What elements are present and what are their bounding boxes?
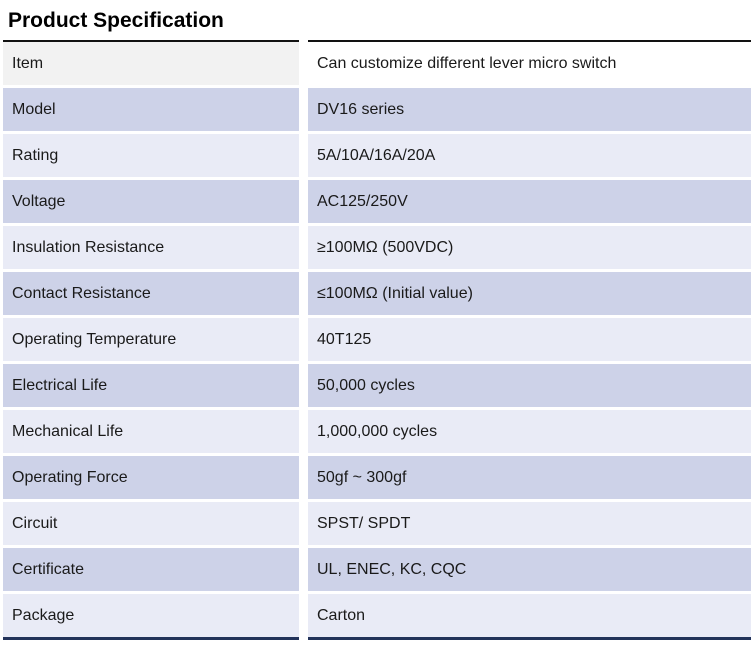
spec-label-cell: Mechanical Life (3, 410, 299, 453)
row-model: Model DV16 series (3, 88, 751, 131)
spec-value-cell: DV16 series (308, 88, 751, 131)
spec-label-cell: Package (3, 594, 299, 640)
row-item: Item Can customize different lever micro… (3, 40, 751, 85)
spec-value-cell: SPST/ SPDT (308, 502, 751, 545)
spec-value-cell: 50,000 cycles (308, 364, 751, 407)
spec-label-cell: Circuit (3, 502, 299, 545)
spec-value-cell: ≤100MΩ (Initial value) (308, 272, 751, 315)
row-certificate: Certificate UL, ENEC, KC, CQC (3, 548, 751, 591)
spec-label-cell: Operating Temperature (3, 318, 299, 361)
spec-value-cell: 50gf ~ 300gf (308, 456, 751, 499)
spec-label-cell: Insulation Resistance (3, 226, 299, 269)
spec-label-cell: Model (3, 88, 299, 131)
row-operating-force: Operating Force 50gf ~ 300gf (3, 456, 751, 499)
spec-label-cell: Voltage (3, 180, 299, 223)
spec-label-cell: Rating (3, 134, 299, 177)
row-circuit: Circuit SPST/ SPDT (3, 502, 751, 545)
spec-value-cell: 40T125 (308, 318, 751, 361)
page-title: Product Specification (8, 9, 224, 32)
spec-label-cell: Item (3, 40, 299, 85)
spec-value-cell: Can customize different lever micro swit… (308, 40, 751, 85)
spec-value-cell: Carton (308, 594, 751, 640)
spec-label-cell: Operating Force (3, 456, 299, 499)
spec-value-cell: ≥100MΩ (500VDC) (308, 226, 751, 269)
row-contact-resistance: Contact Resistance ≤100MΩ (Initial value… (3, 272, 751, 315)
spec-label-cell: Electrical Life (3, 364, 299, 407)
row-mechanical-life: Mechanical Life 1,000,000 cycles (3, 410, 751, 453)
spec-label-cell: Certificate (3, 548, 299, 591)
row-insulation-resistance: Insulation Resistance ≥100MΩ (500VDC) (3, 226, 751, 269)
row-voltage: Voltage AC125/250V (3, 180, 751, 223)
spec-label-cell: Contact Resistance (3, 272, 299, 315)
spec-value-cell: 5A/10A/16A/20A (308, 134, 751, 177)
spec-value-cell: 1,000,000 cycles (308, 410, 751, 453)
row-electrical-life: Electrical Life 50,000 cycles (3, 364, 751, 407)
spec-value-cell: AC125/250V (308, 180, 751, 223)
row-operating-temperature: Operating Temperature 40T125 (3, 318, 751, 361)
row-package: Package Carton (3, 594, 751, 640)
row-rating: Rating 5A/10A/16A/20A (3, 134, 751, 177)
spec-value-cell: UL, ENEC, KC, CQC (308, 548, 751, 591)
spec-table: Item Can customize different lever micro… (3, 40, 751, 640)
